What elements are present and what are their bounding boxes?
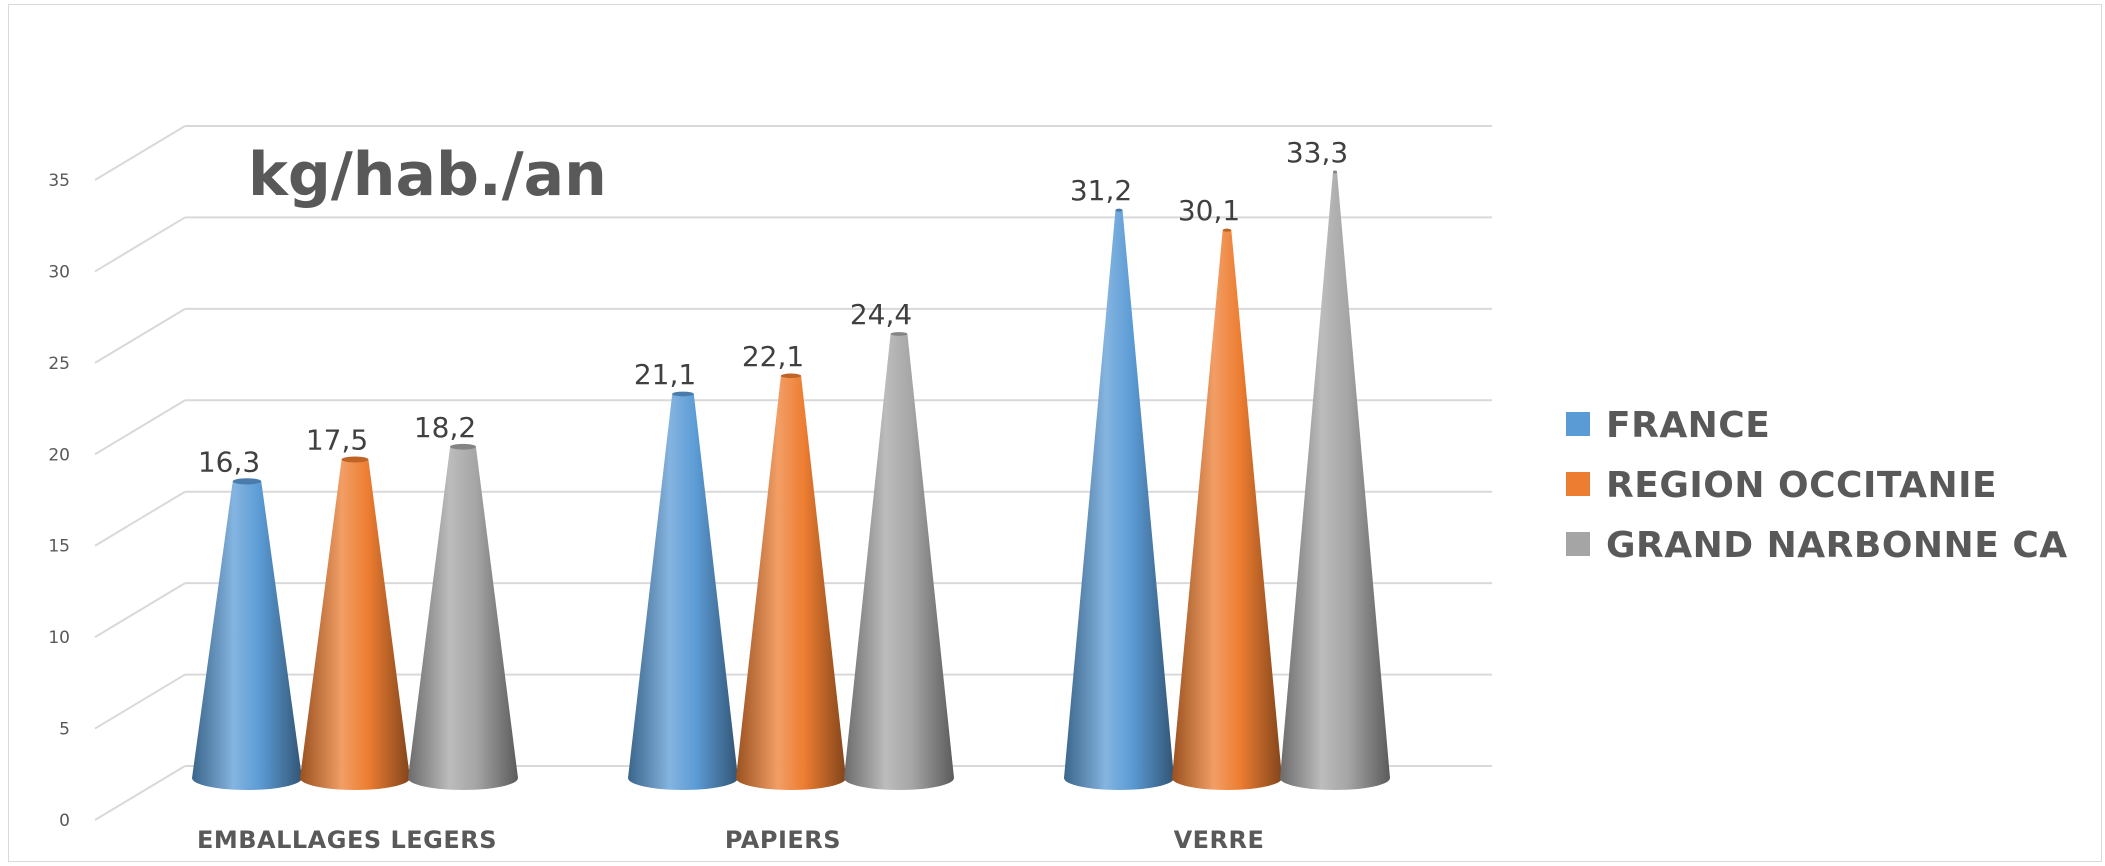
gridline-depth <box>94 673 186 730</box>
cone-bar <box>192 481 302 790</box>
cone-top <box>672 391 694 397</box>
cone-top <box>890 332 908 336</box>
data-label: 17,5 <box>306 424 368 457</box>
y-tick-label: 20 <box>48 445 70 465</box>
legend-swatch <box>1566 472 1590 496</box>
cone-top <box>450 443 476 450</box>
legend-label: GRAND NARBONNE CA <box>1606 525 2068 566</box>
category-label: PAPIERS <box>725 826 841 854</box>
cone-top <box>232 478 262 485</box>
data-marks <box>192 170 1390 790</box>
y-tick-label: 25 <box>48 354 70 374</box>
unit-annotation: kg/hab./an <box>248 140 607 210</box>
gridline-depth <box>94 582 186 639</box>
cone-bar <box>736 375 846 790</box>
cone-bar <box>300 459 410 790</box>
cone-bar <box>1064 210 1174 790</box>
cone-bar <box>1280 171 1390 790</box>
legend-label: REGION OCCITANIE <box>1606 465 1997 506</box>
y-axis-ticks: 0 5 10 15 20 25 30 35 <box>48 171 70 831</box>
data-label: 18,2 <box>414 411 476 444</box>
data-label: 22,1 <box>742 340 804 373</box>
cone-top <box>1332 170 1338 174</box>
data-label: 30,1 <box>1178 194 1240 227</box>
gridline-depth <box>94 490 186 547</box>
data-label: 33,3 <box>1286 136 1348 169</box>
gridline-depth <box>94 125 186 181</box>
data-label: 24,4 <box>850 298 912 331</box>
cone-bar <box>628 393 738 790</box>
cone-bar <box>844 333 954 790</box>
data-label: 16,3 <box>198 445 260 478</box>
legend-swatch <box>1566 412 1590 436</box>
cone-top <box>341 456 369 463</box>
cone-top <box>1115 208 1123 212</box>
gridline-depth <box>94 399 186 456</box>
cone-bar <box>1172 230 1282 790</box>
y-tick-label: 35 <box>48 171 70 191</box>
category-label: VERRE <box>1174 826 1265 854</box>
cone-bar <box>408 446 518 790</box>
legend-label: FRANCE <box>1606 405 1770 446</box>
gridline-depth <box>94 216 186 273</box>
gridline-depth <box>94 765 186 821</box>
y-tick-label: 0 <box>59 811 70 831</box>
data-labels: 16,3 17,5 18,2 21,1 22,1 24,4 31,2 30,1 33,3 <box>198 136 1348 478</box>
y-tick-label: 10 <box>48 628 70 648</box>
cone-top <box>1222 228 1232 232</box>
y-tick-label: 15 <box>48 537 70 557</box>
chart-frame <box>8 4 2102 862</box>
cone-top <box>780 373 802 378</box>
gridline-depth <box>94 307 186 364</box>
legend: FRANCE REGION OCCITANIE GRAND NARBONNE CA <box>1566 405 2068 566</box>
y-tick-label: 5 <box>59 720 70 740</box>
category-labels: EMBALLAGES LEGERS PAPIERS VERRE <box>197 826 1264 854</box>
legend-swatch <box>1566 532 1590 556</box>
category-label: EMBALLAGES LEGERS <box>197 826 497 854</box>
data-label: 21,1 <box>634 358 696 391</box>
data-label: 31,2 <box>1070 174 1132 207</box>
y-tick-label: 30 <box>48 262 70 282</box>
